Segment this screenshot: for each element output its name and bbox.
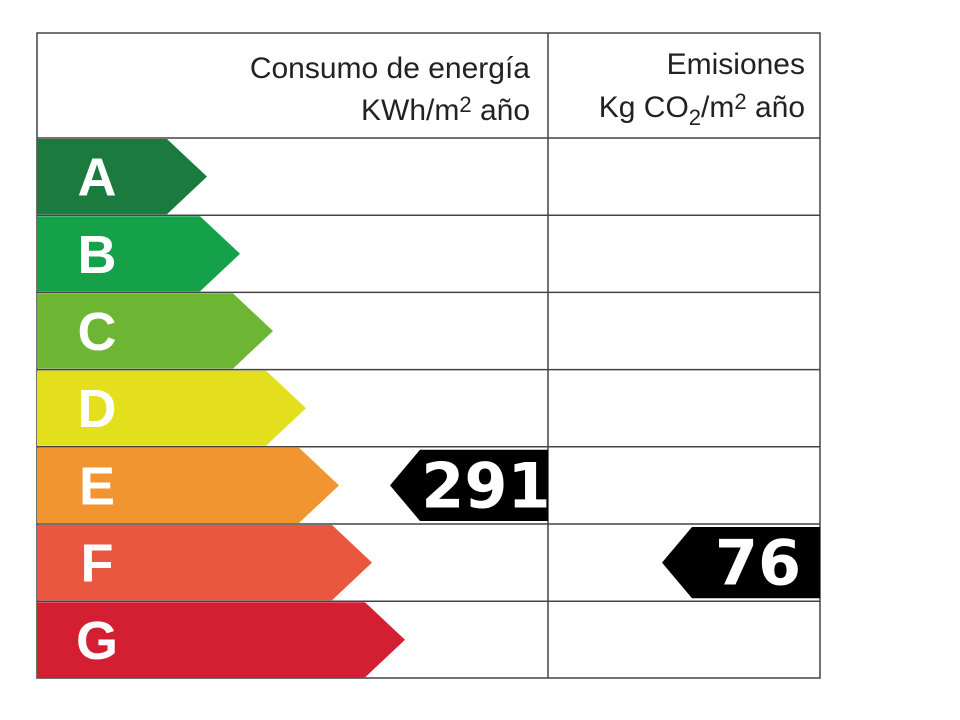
rating-letter: G <box>76 611 118 671</box>
rating-arrow <box>37 525 372 601</box>
unit-sup: 2 <box>459 92 471 117</box>
rating-arrow <box>37 602 405 678</box>
rating-letter: D <box>78 379 117 439</box>
rating-arrow <box>37 216 240 292</box>
rating-letter: A <box>78 148 117 208</box>
unit-part: KWh/m <box>361 94 459 127</box>
value-text: 76 <box>715 527 801 600</box>
value-text: 291 <box>421 449 550 522</box>
value-marker <box>390 449 548 521</box>
unit-part: /m <box>701 91 734 124</box>
rating-letter: F <box>81 534 114 594</box>
rating-arrow <box>37 139 207 215</box>
value-marker <box>662 527 820 599</box>
rating-letter: C <box>78 302 117 362</box>
rating-arrow <box>37 293 273 369</box>
unit-sub: 2 <box>689 105 701 130</box>
rating-arrow <box>37 447 339 523</box>
consumption-unit: KWh/m2 año <box>361 92 530 127</box>
unit-part: Kg CO <box>599 91 689 124</box>
unit-part: año <box>747 91 805 124</box>
consumption-title: Consumo de energía <box>250 52 530 85</box>
emissions-title: Emisiones <box>667 48 805 81</box>
rating-letter: E <box>79 456 115 516</box>
rating-arrow <box>37 370 306 446</box>
rating-letter: B <box>78 225 117 285</box>
emissions-unit: Kg CO2/m2 año <box>599 89 805 130</box>
unit-part: año <box>472 94 530 127</box>
unit-sup: 2 <box>734 89 746 114</box>
